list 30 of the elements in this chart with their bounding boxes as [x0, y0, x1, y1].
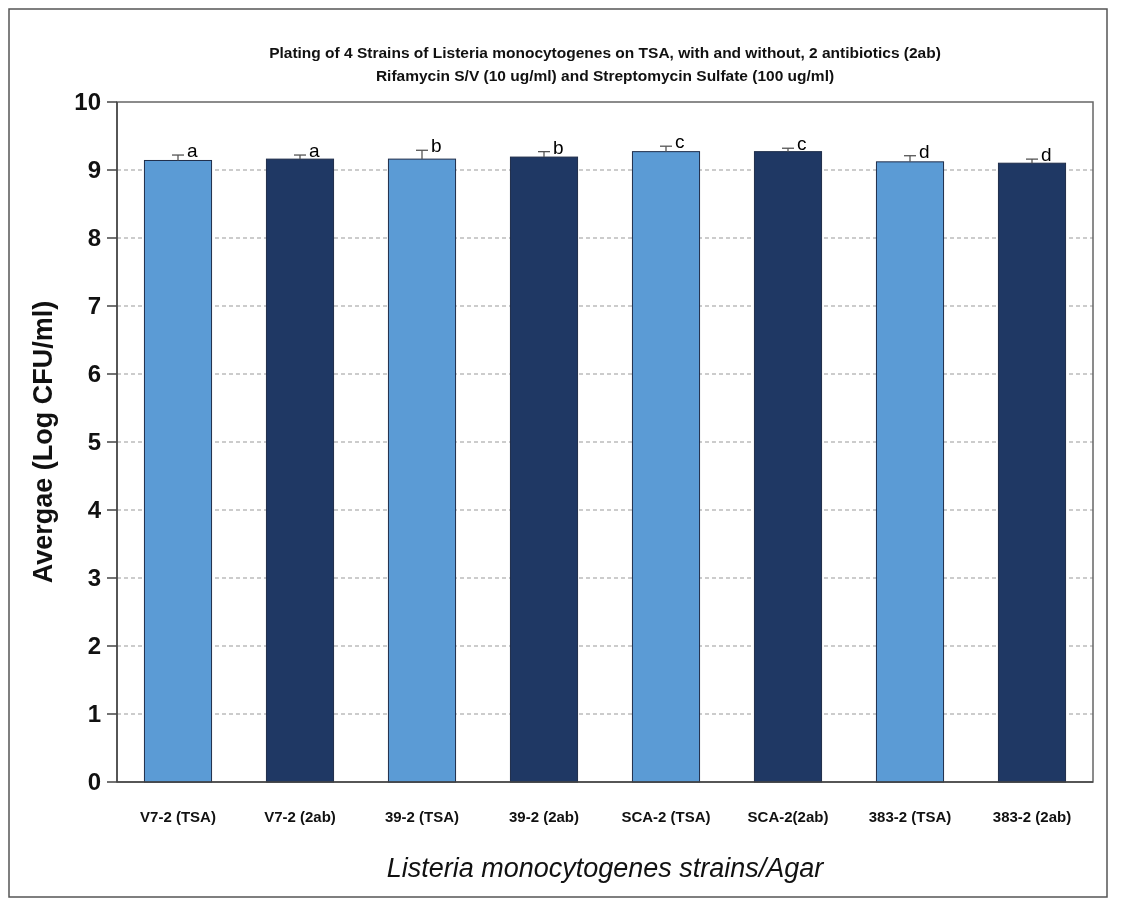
annotation: d — [1041, 144, 1052, 166]
y-tick-label: 9 — [87, 156, 101, 184]
y-tick-label: 10 — [74, 88, 101, 116]
y-tick-label: 2 — [87, 632, 101, 660]
annotation: b — [431, 135, 442, 157]
annotation: a — [309, 140, 320, 162]
annotation: c — [797, 133, 807, 155]
annotation: a — [187, 140, 198, 162]
x-tick-label: SCA-2 (TSA) — [621, 808, 711, 825]
x-tick-label: 383-2 (2ab) — [992, 808, 1072, 825]
x-tick-label: 383-2 (TSA) — [868, 808, 952, 825]
x-tick-label: SCA-2(2ab) — [747, 808, 829, 825]
x-tick-label: V7-2 (2ab) — [264, 808, 336, 825]
y-tick-label: 7 — [87, 292, 101, 320]
annotation: c — [675, 131, 685, 153]
annotation: b — [553, 136, 564, 158]
y-tick-label: 4 — [87, 496, 102, 524]
annotation: d — [919, 140, 930, 162]
x-tick-label: V7-2 (TSA) — [140, 808, 216, 825]
y-tick-label: 3 — [87, 564, 101, 592]
x-axis-title: Listeria monocytogenes strains/Agar — [386, 853, 825, 883]
y-tick-label: 6 — [87, 360, 101, 388]
y-axis-title: Avergae (Log CFU/ml) — [28, 300, 58, 584]
chart-title: Plating of 4 Strains of Listeria monocytogenes on TSA, with and without, 2 antibiotics (2ab) Rifamycin S/V (10 ug/ml) and Streptomycin Sulfate (100 ug/ml) — [269, 44, 941, 84]
y-tick-label: 8 — [87, 224, 101, 252]
x-tick-label: 39-2 (TSA) — [384, 808, 460, 825]
y-tick-label: 1 — [87, 700, 101, 728]
x-tick-label: 39-2 (2ab) — [508, 808, 580, 825]
y-tick-label: 5 — [87, 428, 101, 456]
y-tick-label: 0 — [87, 768, 101, 796]
